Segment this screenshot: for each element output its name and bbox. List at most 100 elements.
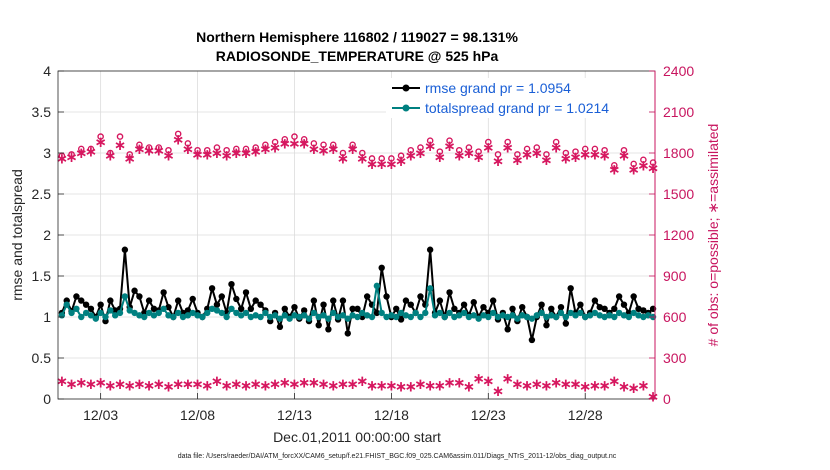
spread-point — [121, 293, 129, 300]
rmse-point — [315, 322, 322, 329]
rmse-point — [111, 307, 119, 314]
spread-point — [126, 307, 133, 314]
spread-point — [436, 309, 444, 317]
obs-possible-marker — [562, 149, 570, 157]
spread-point — [407, 313, 414, 321]
spread-point — [499, 312, 507, 319]
spread-point — [150, 312, 158, 319]
obs-possible-marker — [465, 144, 473, 151]
obs-assimilated-marker: ∗ — [317, 141, 330, 159]
obs-assimilated-marker: ∗ — [153, 141, 166, 159]
spread-point — [78, 313, 85, 321]
rmse-point — [562, 320, 570, 327]
obs-possible-marker — [630, 160, 637, 168]
obs-assimilated-marker: ∗ — [375, 155, 388, 173]
obs-assimilated-marker: ∗ — [627, 160, 640, 178]
spread-point — [417, 313, 424, 321]
obs-low-marker: ∗ — [278, 374, 291, 392]
rmse-point — [320, 301, 327, 308]
spread-point — [320, 312, 327, 319]
spread-point — [204, 309, 211, 317]
obs-possible-marker — [640, 156, 647, 164]
rmse-point — [577, 301, 584, 308]
obs-possible-marker — [417, 144, 424, 151]
obs-low-marker: ∗ — [540, 376, 553, 394]
rmse-point — [596, 303, 603, 311]
obs-low-marker: ∗ — [395, 378, 408, 396]
chart-title-line2: RADIOSONDE_TEMPERATURE @ 525 hPa — [216, 48, 499, 64]
x-axis-label: Dec.01,2011 00:00:00 start — [273, 429, 441, 445]
obs-possible-marker — [494, 151, 502, 158]
spread-point — [567, 309, 574, 317]
obs-assimilated-marker: ∗ — [278, 134, 291, 152]
obs-possible-marker — [620, 146, 628, 154]
obs-assimilated-marker: ∗ — [434, 148, 447, 166]
obs-low-marker: ∗ — [589, 376, 602, 394]
obs-assimilated-marker: ∗ — [569, 148, 582, 166]
y-right-tick-label: 600 — [663, 309, 687, 325]
spread-point — [271, 312, 279, 319]
obs-possible-marker — [107, 149, 114, 157]
spread-point — [296, 313, 303, 321]
x-tick-label: 12/18 — [374, 407, 409, 423]
spread-point — [344, 315, 351, 322]
spread-point — [489, 309, 497, 317]
rmse-point — [247, 305, 255, 312]
obs-possible-marker — [233, 145, 240, 153]
rmse-point — [136, 293, 143, 300]
spread-point — [315, 313, 322, 321]
rmse-point — [378, 264, 385, 271]
spread-point — [208, 305, 216, 312]
rmse-point — [257, 301, 264, 308]
obs-low-marker: ∗ — [133, 375, 146, 393]
obs-low-marker: ∗ — [269, 375, 282, 393]
spread-point — [620, 312, 628, 319]
obs-low-marker: ∗ — [424, 376, 437, 394]
obs-assimilated-marker: ∗ — [501, 139, 514, 157]
spread-point — [223, 313, 230, 321]
spread-point — [179, 313, 187, 321]
obs-low-marker: ∗ — [85, 375, 98, 393]
obs-low-marker: ∗ — [608, 372, 621, 390]
obs-low-marker: ∗ — [560, 375, 573, 393]
rmse-point — [538, 301, 545, 308]
obs-low-marker: ∗ — [550, 374, 563, 392]
rmse-point — [601, 305, 608, 312]
spread-point — [523, 313, 531, 321]
spread-point — [136, 312, 143, 319]
rmse-point — [325, 326, 332, 333]
obs-assimilated-marker: ∗ — [288, 134, 301, 152]
spread-point — [213, 307, 221, 314]
obs-possible-marker — [436, 148, 444, 155]
obs-possible-marker — [242, 145, 250, 153]
rmse-point — [107, 297, 114, 304]
rmse-point — [591, 297, 599, 304]
rmse-point — [208, 285, 216, 292]
spread-point — [300, 312, 308, 319]
series — [58, 246, 657, 344]
axis-ticks: 0 0.5 1 1.5 2 2.5 3 3.5 4 0 300 600 900 1200 1500 1800 2… — [32, 63, 695, 423]
obs-assimilated-marker: ∗ — [172, 130, 185, 148]
spread-point — [107, 307, 114, 314]
obs-low-marker: ∗ — [211, 372, 224, 390]
obs-possible-marker — [300, 136, 308, 143]
obs-assimilated-marker: ∗ — [647, 159, 660, 177]
obs-assimilated-marker: ∗ — [589, 145, 602, 163]
obs-assimilated-marker: ∗ — [540, 151, 553, 169]
spread-point — [262, 309, 269, 317]
spread-point — [267, 313, 274, 321]
spread-point — [242, 309, 250, 317]
obs-possible-marker — [339, 149, 347, 157]
obs-low-marker: ∗ — [385, 376, 398, 394]
spread-point — [310, 309, 318, 317]
obs-low-marker: ∗ — [627, 379, 640, 397]
spread-point — [572, 312, 579, 319]
spread-point — [412, 309, 419, 317]
rmse-point — [242, 289, 250, 296]
spread-point — [252, 312, 259, 319]
obs-low-marker: ∗ — [618, 378, 631, 396]
obs-low-marker: ∗ — [579, 378, 592, 396]
obs-possible-marker — [426, 137, 434, 144]
obs-possible-marker — [310, 140, 318, 147]
y-axis-left-label: rmse and totalspread — [9, 169, 25, 301]
